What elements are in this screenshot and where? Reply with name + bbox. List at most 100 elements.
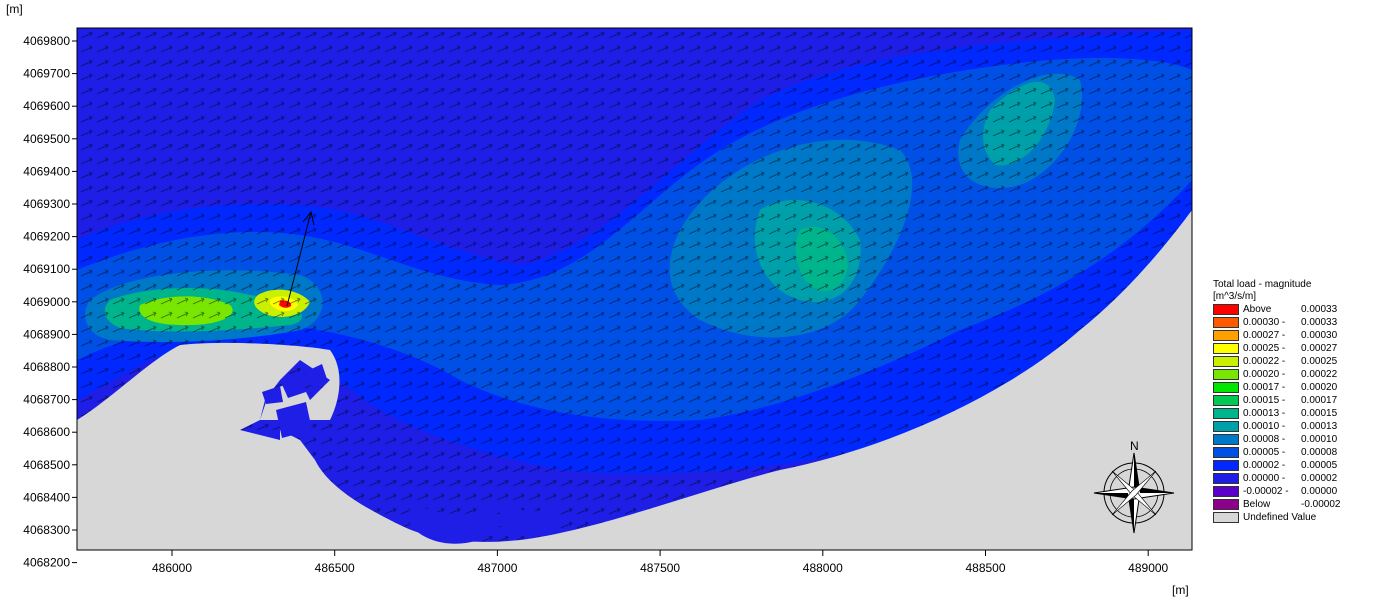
legend-item-range: -0.00002 [1301, 498, 1341, 510]
legend-item-label: 0.00027 - [1243, 329, 1286, 341]
y-tick-label: 4068400 [23, 490, 70, 504]
legend-swatch [1213, 330, 1239, 341]
legend-item-range: 0.00020 [1301, 381, 1338, 393]
legend-item-label: 0.00008 - [1243, 433, 1286, 445]
legend-item-range: 0.00000 [1301, 485, 1338, 497]
legend-item-label: 0.00025 - [1243, 342, 1286, 354]
y-tick-label: 4068200 [23, 556, 70, 570]
legend-swatch [1213, 395, 1239, 406]
x-tick-label: 488500 [965, 561, 1005, 575]
legend-item: 0.00017 - 0.00020 [1213, 381, 1373, 394]
legend-item: Above 0.00033 [1213, 303, 1373, 316]
legend-item: 0.00008 - 0.00010 [1213, 433, 1373, 446]
y-tick-label: 4068700 [23, 393, 70, 407]
legend-swatch [1213, 499, 1239, 510]
legend-item-range: 0.00005 [1301, 459, 1338, 471]
legend-item-label: Above [1243, 303, 1272, 315]
legend-item: 0.00025 - 0.00027 [1213, 342, 1373, 355]
legend-item-range: 0.00030 [1301, 329, 1338, 341]
legend-item: 0.00010 - 0.00013 [1213, 420, 1373, 433]
legend-item-label: -0.00002 - [1243, 485, 1289, 497]
legend-swatch [1213, 460, 1239, 471]
y-tick-label: 4069600 [23, 99, 70, 113]
x-axis-unit: [m] [1172, 583, 1189, 597]
y-tick-label: 4069700 [23, 67, 70, 81]
legend-item-label: 0.00002 - [1243, 459, 1286, 471]
x-tick-label: 489000 [1128, 561, 1168, 575]
legend-item: Below -0.00002 [1213, 498, 1373, 511]
legend-item-range: 0.00027 [1301, 342, 1338, 354]
legend-item-label: 0.00013 - [1243, 407, 1286, 419]
legend-item-label: 0.00022 - [1243, 355, 1286, 367]
y-axis-unit: [m] [6, 2, 23, 16]
x-tick-label: 488000 [803, 561, 843, 575]
legend-item-range: 0.00033 [1301, 316, 1338, 328]
x-axis-ticks: 486000 486500 487000 487500 488000 488500 4890… [152, 550, 1169, 575]
legend-swatch [1213, 408, 1239, 419]
legend-swatch [1213, 486, 1239, 497]
y-tick-label: 4069800 [23, 34, 70, 48]
legend-swatch [1213, 317, 1239, 328]
legend-item: 0.00020 - 0.00022 [1213, 368, 1373, 381]
legend-swatch [1213, 473, 1239, 484]
legend-item-range: 0.00002 [1301, 472, 1338, 484]
legend-swatch [1213, 369, 1239, 380]
legend-swatch [1213, 304, 1239, 315]
legend-item-range: 0.00008 [1301, 446, 1338, 458]
legend-item: -0.00002 - 0.00000 [1213, 485, 1373, 498]
y-tick-label: 4068300 [23, 523, 70, 537]
legend-item: 0.00002 - 0.00005 [1213, 459, 1373, 472]
legend-swatch [1213, 382, 1239, 393]
y-tick-label: 4068500 [23, 458, 70, 472]
legend-item-range: 0.00025 [1301, 355, 1338, 367]
legend-swatch [1213, 447, 1239, 458]
legend-item-label: Below [1243, 498, 1271, 510]
legend-swatch [1213, 356, 1239, 367]
legend-item: 0.00030 - 0.00033 [1213, 316, 1373, 329]
compass-north-label: N [1130, 439, 1139, 453]
y-tick-label: 4069200 [23, 230, 70, 244]
x-tick-label: 486000 [152, 561, 192, 575]
plot-frame [76, 27, 1193, 551]
map-field [77, 28, 1192, 550]
legend-unit: [m^3/s/m] [1213, 291, 1257, 302]
legend-item: 0.00000 - 0.00002 [1213, 472, 1373, 485]
x-tick-label: 486500 [315, 561, 355, 575]
y-tick-label: 4068600 [23, 425, 70, 439]
y-tick-label: 4068900 [23, 327, 70, 341]
legend-item: Undefined Value [1213, 511, 1373, 524]
legend-item: 0.00027 - 0.00030 [1213, 329, 1373, 342]
y-axis-ticks: 4069800 4069700 4069600 4069500 4069400 40693… [23, 34, 77, 570]
legend-item-label: 0.00015 - [1243, 394, 1286, 406]
legend-item-range: 0.00015 [1301, 407, 1338, 419]
legend-item: 0.00022 - 0.00025 [1213, 355, 1373, 368]
legend-item-range: 0.00022 [1301, 368, 1338, 380]
legend-item-label: 0.00000 - [1243, 472, 1286, 484]
y-tick-label: 4069500 [23, 132, 70, 146]
y-tick-label: 4069400 [23, 164, 70, 178]
y-tick-label: 4068800 [23, 360, 70, 374]
legend-item-label: 0.00005 - [1243, 446, 1286, 458]
legend-item-label: 0.00030 - [1243, 316, 1286, 328]
x-tick-label: 487500 [640, 561, 680, 575]
legend-title: Total load - magnitude [1213, 279, 1312, 290]
legend-swatch [1213, 512, 1239, 523]
legend-item-label: 0.00017 - [1243, 381, 1286, 393]
legend-item-label: 0.00020 - [1243, 368, 1286, 380]
y-tick-label: 4069300 [23, 197, 70, 211]
y-tick-label: 4069100 [23, 262, 70, 276]
legend-item-label: Undefined Value [1243, 511, 1317, 523]
legend-item-range: 0.00010 [1301, 433, 1338, 445]
legend-item-label: 0.00010 - [1243, 420, 1286, 432]
x-tick-label: 487000 [477, 561, 517, 575]
legend-swatch [1213, 421, 1239, 432]
legend-item-range: 0.00017 [1301, 394, 1338, 406]
legend-rows: Above 0.00033 0.00030 -0.00033 0.00027 -0.0… [1213, 303, 1373, 524]
legend-item: 0.00005 - 0.00008 [1213, 446, 1373, 459]
legend-swatch [1213, 434, 1239, 445]
legend-swatch [1213, 343, 1239, 354]
legend-item: 0.00013 - 0.00015 [1213, 407, 1373, 420]
north-arrow-compass: N [1093, 439, 1175, 534]
y-tick-label: 4069000 [23, 295, 70, 309]
